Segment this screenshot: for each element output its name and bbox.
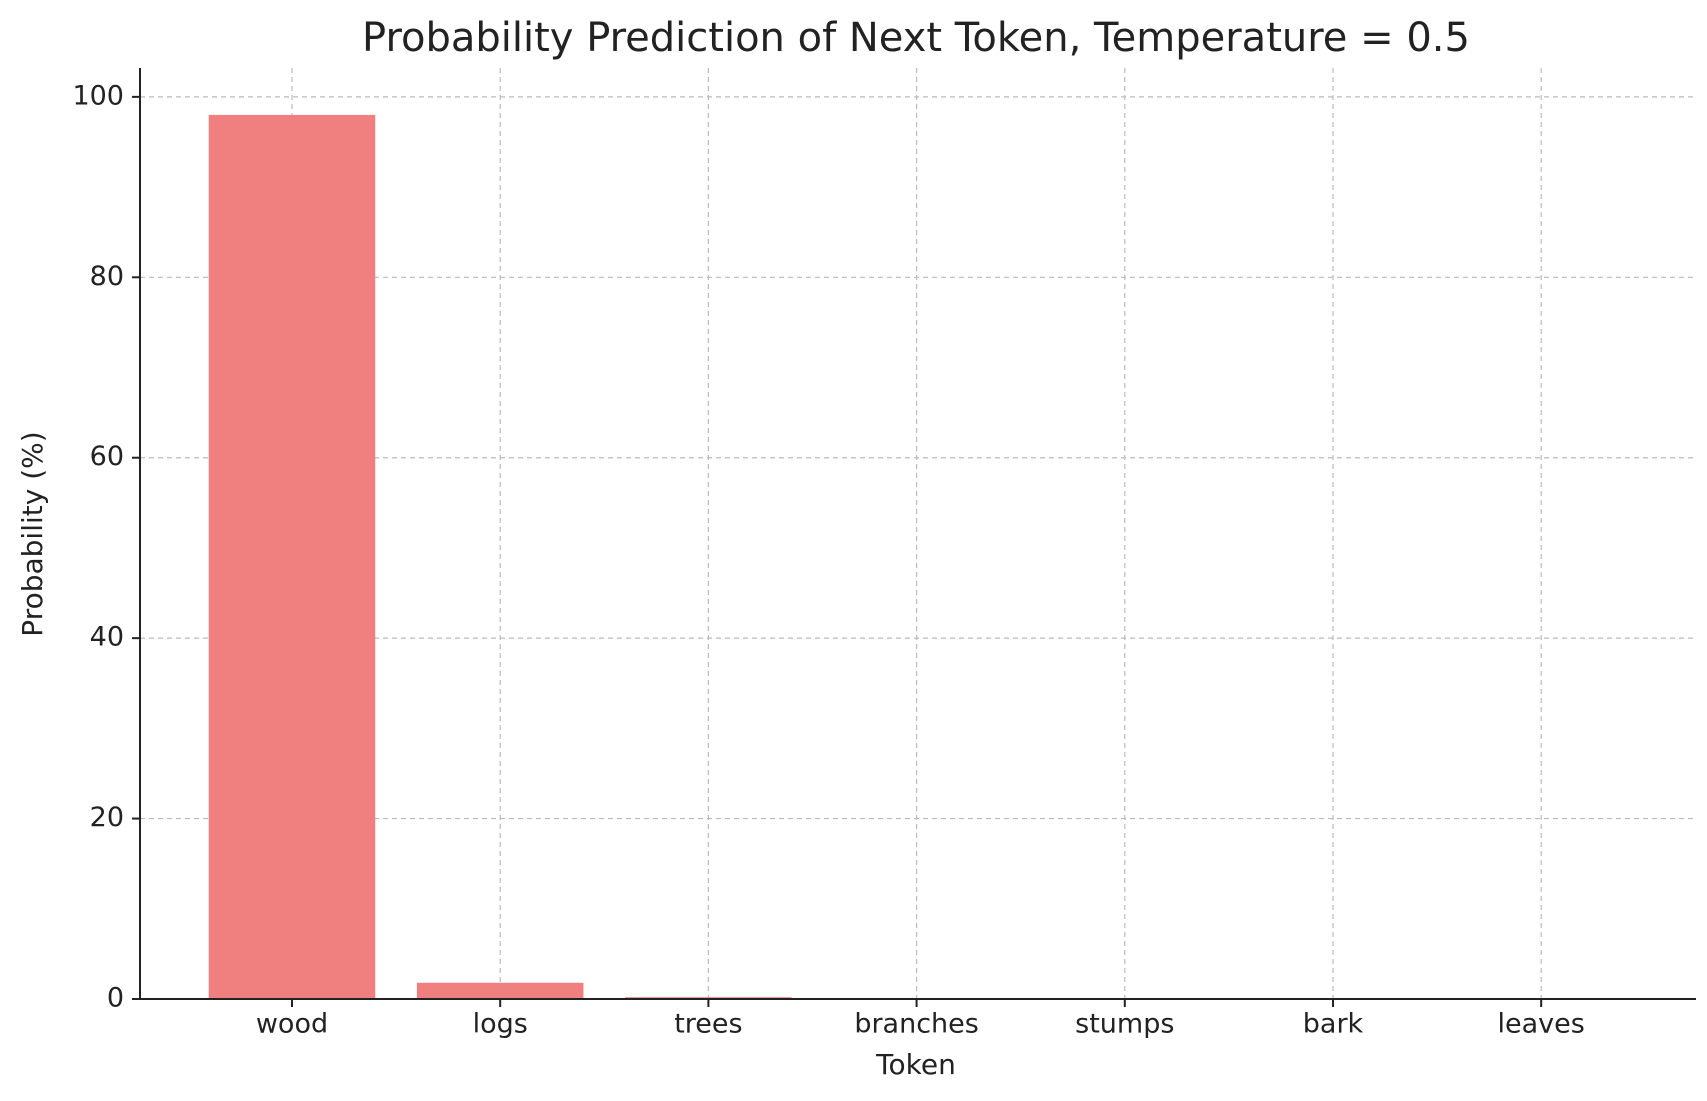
x-tick-label: branches (854, 1009, 979, 1040)
y-tick-label: 80 (90, 261, 124, 292)
x-tick-label: wood (256, 1009, 328, 1040)
y-tick-label: 0 (107, 983, 124, 1014)
y-tick-label: 40 (90, 622, 124, 653)
y-axis-label: Probability (%) (16, 431, 49, 636)
chart-title: Probability Prediction of Next Token, Te… (362, 15, 1470, 61)
x-axis-label: Token (875, 1048, 956, 1081)
x-tick-label: stumps (1075, 1009, 1174, 1040)
bar (416, 982, 584, 999)
x-tick-label: leaves (1498, 1009, 1585, 1040)
y-tick-label: 60 (90, 441, 124, 472)
y-tick-label: 20 (90, 802, 124, 833)
y-tick-label: 100 (72, 80, 124, 111)
x-tick-label: bark (1303, 1009, 1364, 1040)
bar (208, 114, 376, 1000)
x-tick-label: trees (674, 1009, 742, 1040)
x-tick-label: logs (473, 1009, 528, 1040)
